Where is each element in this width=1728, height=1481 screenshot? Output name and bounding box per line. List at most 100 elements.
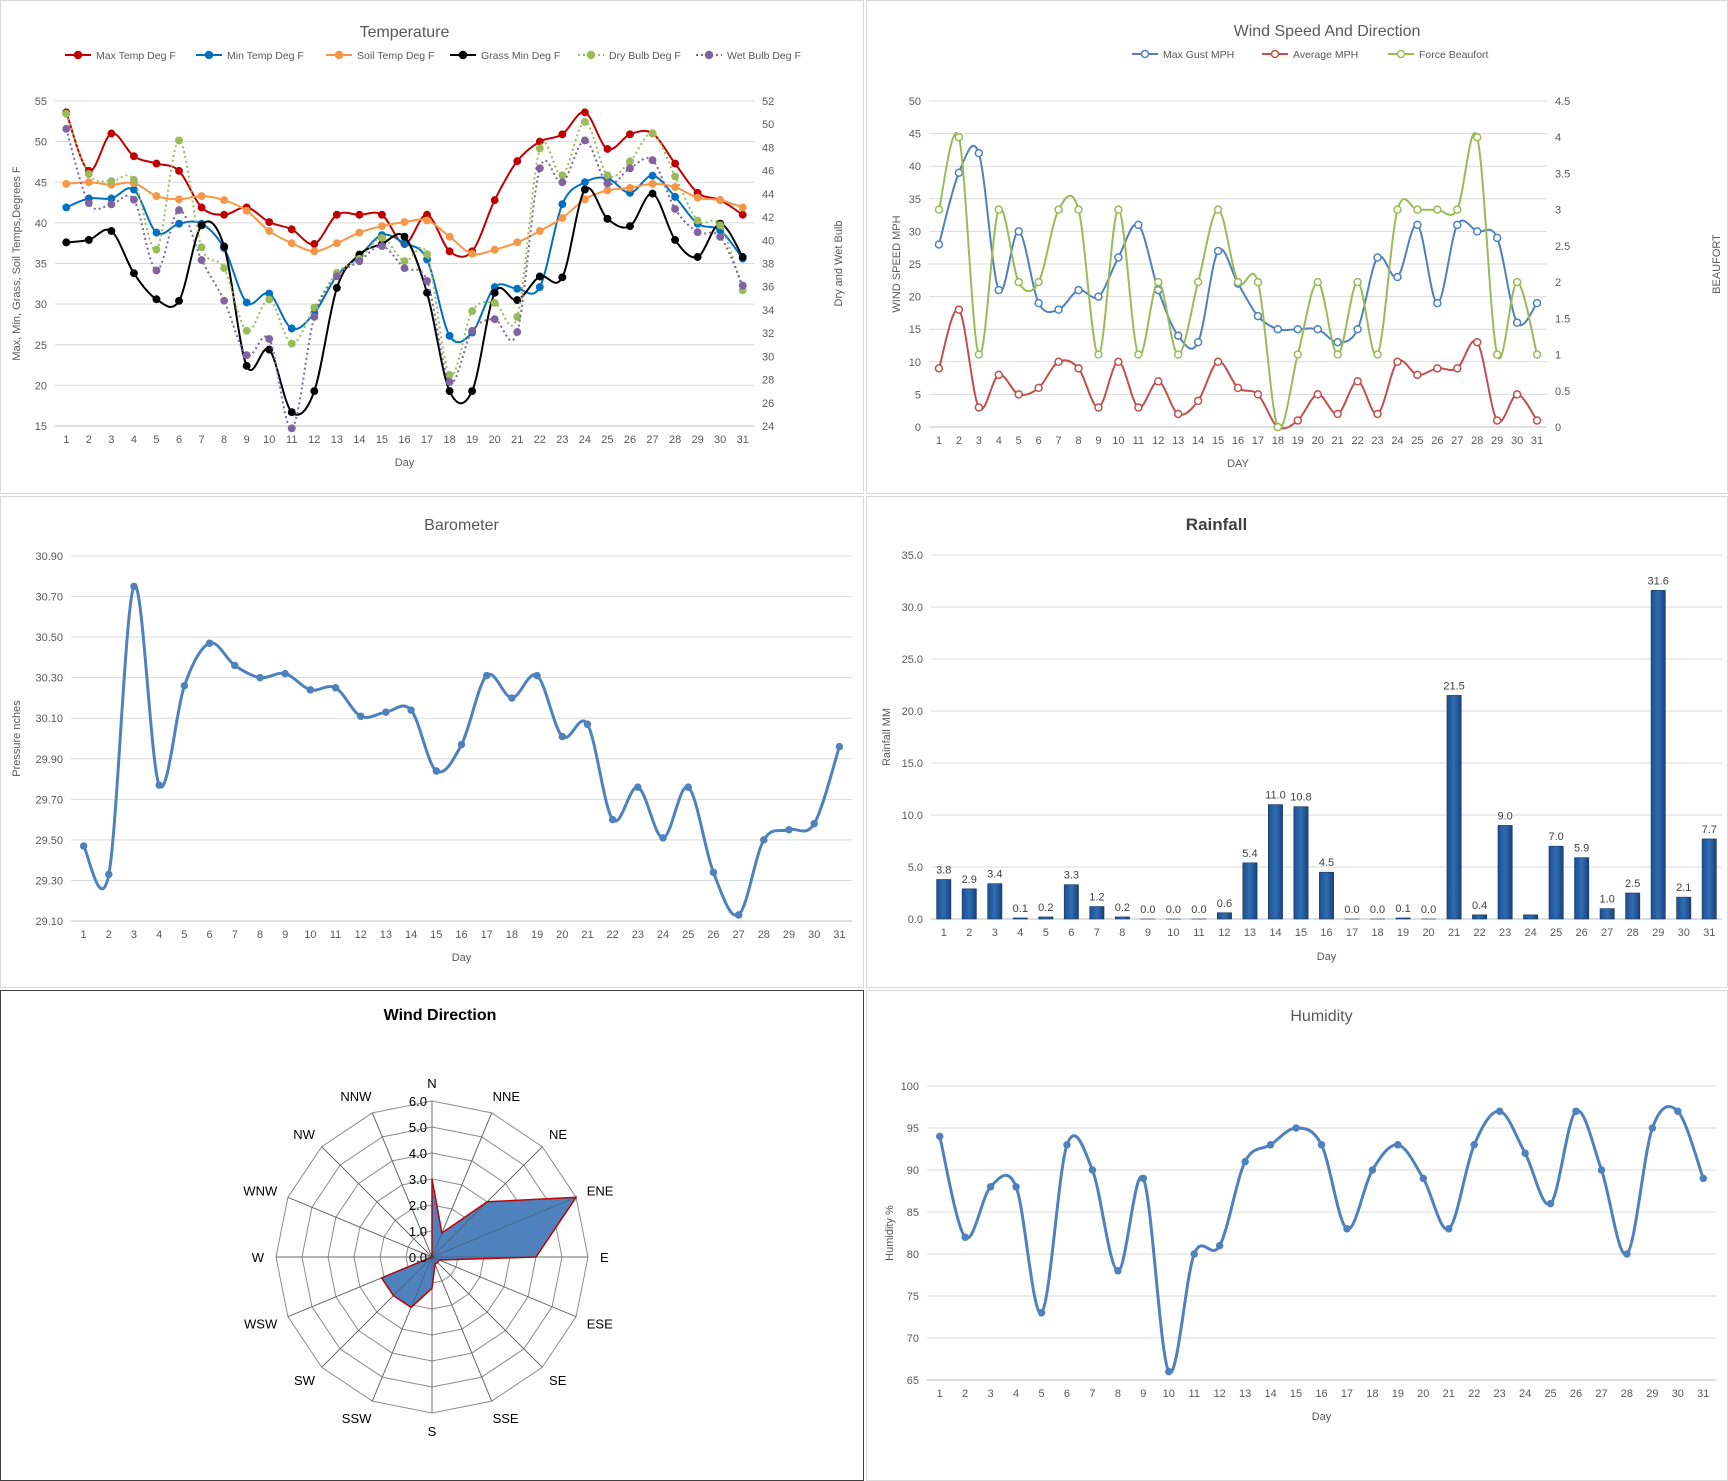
data-point	[1532, 350, 1542, 359]
data-point	[1453, 220, 1462, 230]
x-tick-label: 7	[232, 929, 238, 941]
y-tick-label: 29.50	[35, 835, 63, 847]
x-tick-label: 20	[489, 434, 501, 446]
x-tick-label: 22	[607, 929, 619, 941]
x-tick-label: 8	[257, 929, 263, 941]
data-point	[331, 684, 340, 692]
data-point	[626, 164, 634, 173]
x-tick-label: 20	[556, 929, 568, 941]
x-tick-label: 26	[1431, 435, 1443, 447]
bar-group: 2.92	[962, 874, 977, 939]
x-tick-label: 22	[1351, 435, 1363, 447]
data-label: 0.0	[1191, 904, 1206, 916]
data-point	[378, 222, 386, 231]
data-point	[490, 315, 499, 324]
data-point	[986, 1183, 995, 1191]
y-tick-label: 35.0	[902, 550, 923, 562]
y2-tick-label: 1	[1555, 350, 1561, 362]
data-label: 0.2	[1038, 902, 1053, 914]
bar	[1216, 912, 1232, 920]
radial-tick-label: 0.0	[409, 1250, 427, 1265]
data-point	[603, 179, 612, 188]
x-tick-label: 15	[376, 434, 388, 446]
y2-tick-label: 0	[1555, 422, 1561, 434]
data-point	[1292, 1124, 1300, 1132]
data-label: 1.0	[1600, 894, 1615, 906]
x-tick-label: 5	[181, 929, 187, 941]
x-tick-label: 26	[1576, 927, 1588, 939]
data-label: 4.5	[1319, 857, 1334, 869]
data-point	[513, 296, 522, 305]
data-point	[1433, 298, 1442, 308]
x-tick-label: 3	[976, 435, 982, 447]
x-tick-label: 11	[286, 434, 297, 446]
data-point	[603, 214, 612, 223]
y-tick-label: 15	[909, 324, 921, 336]
data-point	[423, 216, 431, 225]
data-point	[738, 281, 747, 290]
data-point	[62, 124, 71, 133]
bar	[1293, 806, 1309, 920]
x-tick-label: 24	[657, 929, 669, 941]
y2-axis-label: Dry and Wet Bulb	[833, 220, 845, 306]
y2-tick-label: 26	[762, 398, 774, 410]
data-point	[107, 200, 116, 209]
x-tick-label: 24	[1525, 927, 1537, 939]
data-point	[1114, 357, 1123, 367]
y-tick-label: 15.0	[902, 758, 923, 770]
x-tick-label: 11	[1133, 435, 1144, 447]
data-point	[535, 227, 544, 235]
data-point	[310, 247, 319, 256]
x-tick-label: 11	[330, 929, 341, 941]
y-tick-label: 20.0	[902, 706, 923, 718]
y-tick-label: 0	[915, 422, 921, 434]
x-tick-label: 26	[707, 929, 719, 941]
y2-tick-label: 3.5	[1555, 168, 1570, 180]
data-point	[180, 682, 189, 690]
x-tick-label: 13	[1239, 1388, 1251, 1400]
x-tick-label: 13	[380, 929, 392, 941]
series-line	[65, 128, 744, 430]
data-point	[378, 242, 386, 251]
data-point	[1014, 277, 1023, 287]
legend-marker	[704, 50, 714, 60]
y-tick-label: 30.50	[35, 632, 63, 644]
data-point	[935, 1132, 944, 1141]
data-point	[84, 199, 93, 208]
bar-group: 0.09	[1140, 904, 1155, 939]
x-tick-label: 25	[1544, 1388, 1556, 1400]
x-tick-label: 9	[1095, 435, 1101, 447]
data-point	[994, 285, 1004, 295]
bar-group: 21.5 21	[1443, 680, 1464, 939]
bar-group: 3.81	[936, 864, 951, 939]
data-point	[220, 196, 229, 205]
direction-label: S	[428, 1424, 437, 1439]
wind-speed-chart: Wind Speed And Direction0510152025303540…	[891, 23, 1723, 470]
data-point	[129, 175, 138, 184]
chart-title: Wind Speed And Direction	[1234, 23, 1421, 40]
data-point	[197, 192, 206, 201]
x-tick-label: 27	[1451, 435, 1463, 447]
data-point	[107, 129, 116, 138]
data-label: 0.0	[1344, 904, 1359, 916]
data-point	[558, 200, 567, 209]
data-point	[1293, 324, 1303, 334]
data-point	[445, 370, 454, 379]
series-max-gust-mph	[934, 144, 1542, 350]
data-point	[954, 168, 964, 177]
x-tick-label: 10	[1163, 1388, 1175, 1400]
data-point	[1213, 246, 1223, 256]
data-point	[400, 232, 409, 241]
x-tick-label: 3	[108, 434, 114, 446]
x-tick-label: 29	[783, 929, 795, 941]
y2-tick-label: 44	[762, 189, 774, 201]
data-point	[242, 326, 251, 335]
bar	[1574, 857, 1590, 920]
data-point	[468, 326, 477, 335]
data-point	[265, 334, 274, 343]
data-point	[1253, 277, 1263, 287]
data-point	[558, 214, 567, 222]
data-point	[934, 205, 944, 214]
data-point	[197, 256, 206, 264]
data-point	[1368, 1166, 1377, 1174]
